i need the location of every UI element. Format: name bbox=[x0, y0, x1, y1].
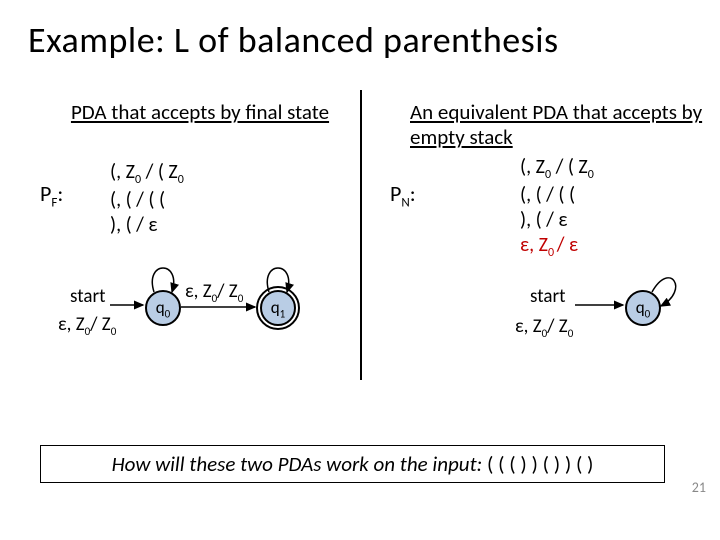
footer-question: How will these two PDAs work on the inpu… bbox=[40, 445, 665, 483]
left-panel: PDA that accepts by final state PF: (, Z… bbox=[40, 100, 360, 125]
slide-number: 21 bbox=[692, 479, 706, 496]
page-title: Example: L of balanced parenthesis bbox=[0, 0, 720, 62]
right-panel: An equivalent PDA that accepts by empty … bbox=[380, 100, 710, 150]
right-diagram-arrows bbox=[380, 100, 720, 360]
left-diagram-arrows bbox=[40, 100, 360, 360]
vertical-divider bbox=[360, 90, 362, 380]
